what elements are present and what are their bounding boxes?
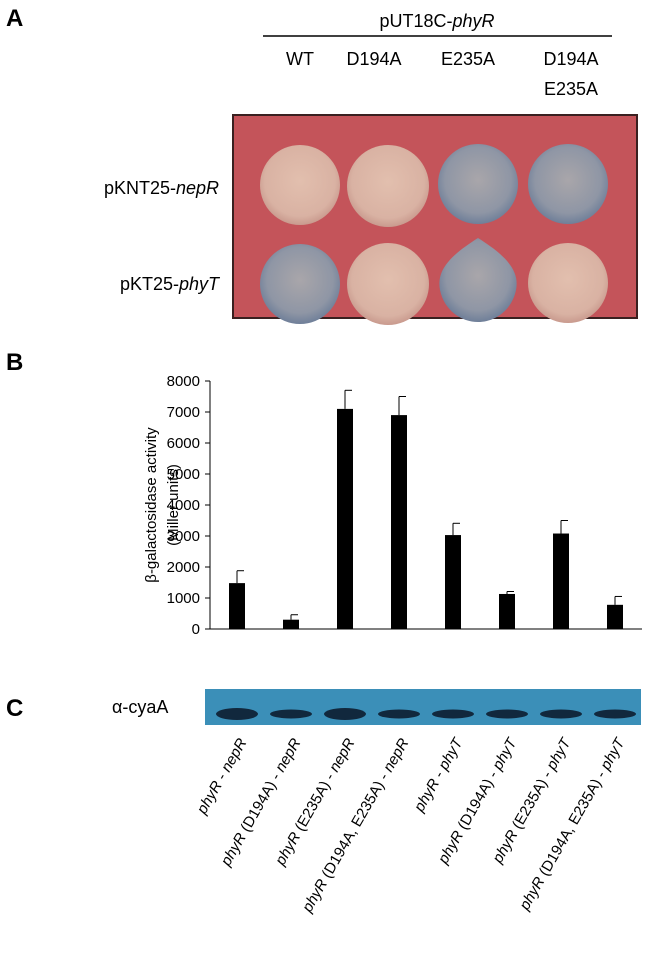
y-tick-label: 2000 — [167, 559, 200, 576]
blot-bands — [216, 708, 636, 720]
colony — [528, 243, 608, 323]
column-label: WT — [286, 49, 314, 69]
blot-band — [378, 709, 420, 719]
plasmid-header: pUT18C-phyR — [379, 11, 494, 31]
bar — [553, 533, 569, 629]
row-prefix: pKT25- — [120, 274, 179, 294]
label-part: phyT — [597, 734, 630, 774]
row-gene: phyT — [178, 274, 221, 294]
y-tick-label: 7000 — [167, 404, 200, 421]
colony — [260, 145, 340, 225]
blot-band — [270, 709, 312, 719]
column-label: D194A — [543, 49, 598, 69]
header-gene: phyR — [452, 11, 495, 31]
label-part: phyT — [489, 734, 522, 774]
blot-band — [486, 709, 528, 719]
x-tick-label: phyR (D194A, E235A) - nepR — [298, 735, 412, 916]
label-part: (E235A) - — [290, 767, 341, 838]
panel-label: B — [6, 349, 23, 376]
y-axis-title: (Miller units) — [165, 464, 182, 546]
label-part: phyT — [435, 734, 468, 774]
label-part: phyT — [543, 734, 576, 774]
x-tick-label: phyR - phyT — [410, 734, 467, 816]
blot-band — [324, 708, 366, 720]
label-part: (E235A) - — [507, 764, 558, 835]
x-tick-label: phyR (D194A, E235A) - phyT — [516, 734, 630, 914]
panel-label: A — [6, 5, 23, 32]
y-tick-label: 5000 — [167, 466, 200, 483]
bar — [337, 408, 353, 629]
label-part: nepR — [380, 735, 413, 775]
row-label: pKNT25-nepR — [104, 178, 219, 198]
colony — [260, 244, 340, 324]
colonies — [260, 144, 608, 325]
y-axis-title: β-galactosidase activity — [143, 427, 160, 583]
colony — [347, 243, 429, 325]
row-labels: pKNT25-nepR pKT25-phyT — [104, 178, 221, 294]
column-label: E235A — [544, 79, 598, 99]
column-label: D194A — [346, 49, 401, 69]
row-gene: nepR — [176, 178, 219, 198]
colony — [439, 238, 517, 322]
label-part: nepR — [272, 735, 305, 775]
bar — [499, 593, 515, 629]
bar — [607, 604, 623, 629]
blot-band — [594, 709, 636, 719]
colony — [347, 145, 429, 227]
y-tick-label: 4000 — [167, 497, 200, 514]
bar — [391, 415, 407, 629]
western-blot — [205, 689, 641, 725]
label-part: nepR — [326, 735, 359, 775]
blot-band — [216, 708, 258, 720]
blot-band — [540, 709, 582, 719]
panel-label: C — [6, 695, 23, 722]
label-part: (D194A) - — [235, 767, 286, 839]
antibody-label: α-cyaA — [112, 697, 168, 717]
y-tick-label: 6000 — [167, 435, 200, 452]
bar-chart: 0 1000 2000 3000 4000 5000 6000 7000 8000 β-galac… — [143, 373, 642, 638]
bar — [229, 583, 245, 629]
column-labels: WT D194A E235A D194A E235A — [286, 49, 599, 99]
row-label: pKT25-phyT — [120, 274, 221, 294]
blot-band — [432, 709, 474, 719]
label-part: (D194A) - — [452, 764, 503, 836]
bar — [445, 535, 461, 629]
colony — [528, 144, 608, 224]
y-tick-label: 3000 — [167, 528, 200, 545]
column-label: E235A — [441, 49, 495, 69]
bar — [283, 619, 299, 629]
x-tick-label: phyR - nepR — [193, 735, 250, 817]
row-prefix: pKNT25- — [104, 178, 176, 198]
label-part: nepR — [218, 735, 251, 775]
y-tick-label: 8000 — [167, 373, 200, 390]
y-tick-label: 1000 — [167, 590, 200, 607]
colony — [438, 144, 518, 224]
header-prefix: pUT18C- — [379, 11, 452, 31]
y-tick-label: 0 — [192, 621, 200, 638]
